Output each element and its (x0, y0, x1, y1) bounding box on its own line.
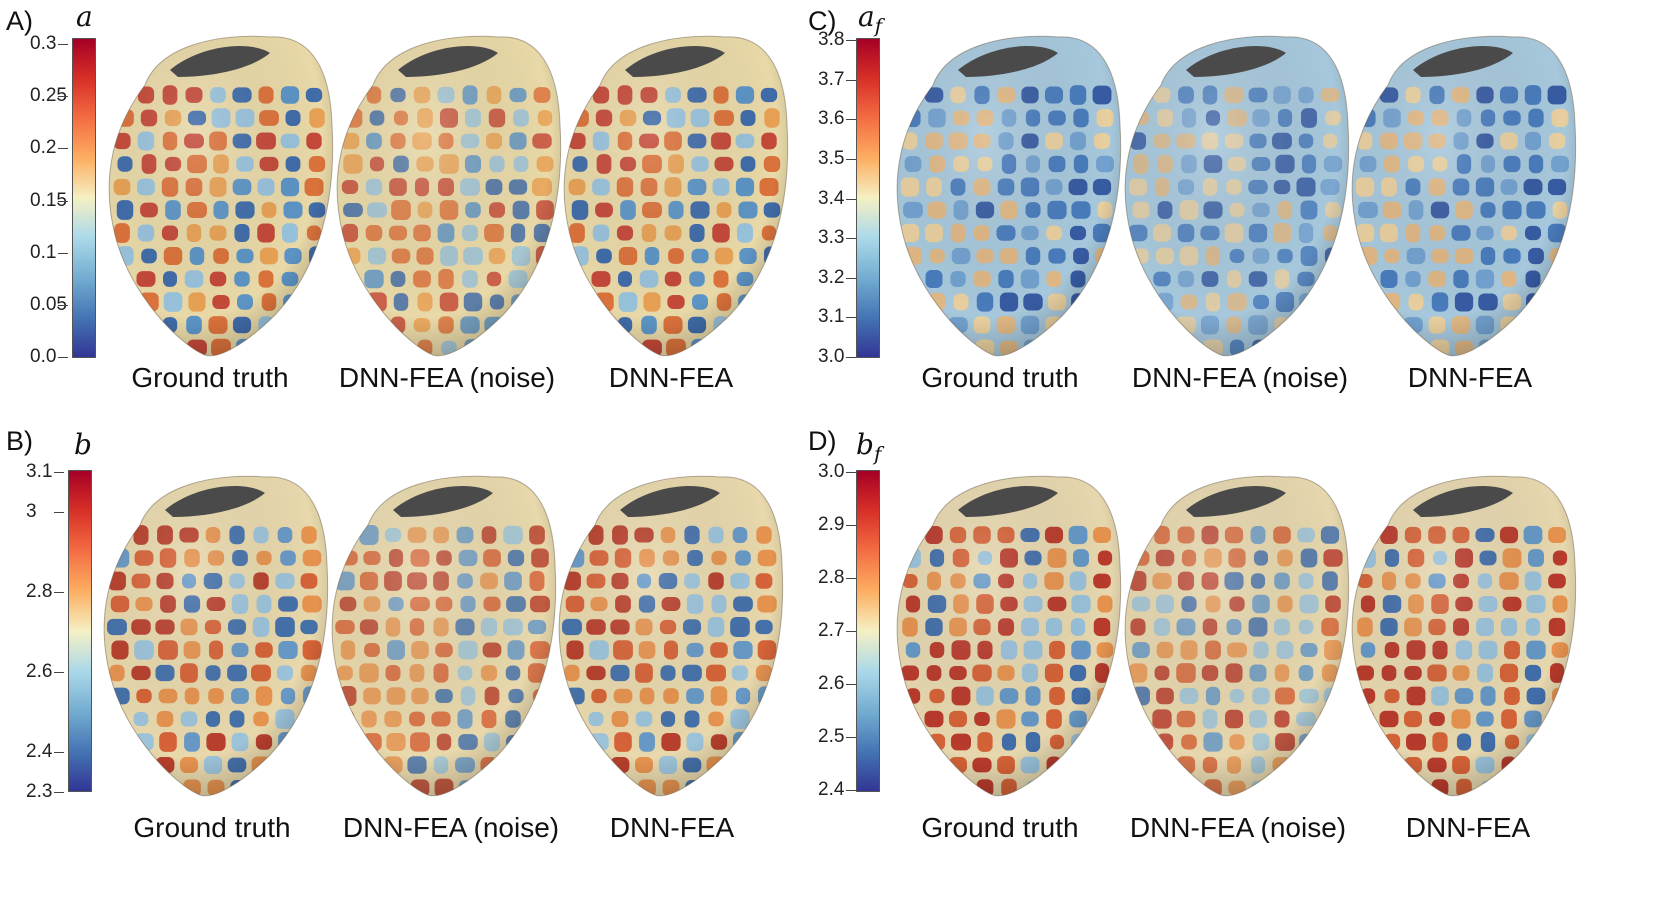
heart-dnn-fea-noise (331, 475, 557, 797)
colorbar-tick-mark (846, 631, 856, 632)
variable-symbol: af (858, 0, 883, 38)
colorbar-tick-label: 2.4 (818, 779, 845, 800)
colorbar (856, 470, 880, 792)
colorbar-tick-label: 3.0 (818, 461, 845, 482)
heart-dnn-fea (563, 35, 789, 357)
variable-symbol: b (74, 428, 92, 461)
colorbar-tick-mark (54, 472, 64, 473)
colorbar-tick-label: 3.1 (26, 461, 53, 482)
colorbar-tick-mark (846, 578, 856, 579)
panel-b: B) b Ground truth DNN-FEA (noise) DNN-FE… (0, 426, 820, 880)
colorbar-tick-label: 0.0 (30, 346, 57, 367)
colorbar-tick-label: 3.7 (818, 68, 845, 90)
colorbar-tick-label: 0.05 (30, 293, 67, 315)
caption-dnn-fea-noise: DNN-FEA (noise) (1129, 812, 1347, 843)
caption-dnn-fea-noise: DNN-FEA (noise) (338, 362, 556, 393)
colorbar-tick-mark (846, 79, 856, 81)
colorbar-tick-label: 0.25 (30, 85, 67, 107)
heart-dnn-fea-noise (1124, 475, 1350, 797)
colorbar-tick-label: 3.6 (818, 108, 845, 130)
colorbar (856, 38, 880, 358)
colorbar-tick-mark (58, 148, 68, 150)
colorbar-tick-mark (846, 238, 856, 240)
heart-ground-truth (103, 475, 329, 797)
colorbar-tick-label: 3.5 (818, 147, 845, 169)
colorbar-tick-label: 3.8 (818, 29, 845, 50)
panel-letter: C) (808, 6, 837, 36)
colorbar-tick-mark (54, 752, 64, 753)
heart-ground-truth (108, 35, 334, 357)
colorbar-tick-label: 0.15 (30, 189, 67, 211)
colorbar-tick-mark (846, 357, 856, 358)
colorbar-tick-label: 2.5 (818, 726, 845, 747)
colorbar-tick-mark (58, 252, 68, 254)
heart-ground-truth (896, 475, 1122, 797)
colorbar-tick-label: 2.7 (818, 620, 845, 641)
colorbar-tick-label: 2.3 (26, 781, 53, 802)
colorbar-tick-mark (846, 277, 856, 279)
colorbar-tick-mark (846, 198, 856, 200)
caption-ground-truth: Ground truth (131, 362, 289, 393)
colorbar-tick-mark (846, 158, 856, 160)
panel-letter: A) (6, 6, 33, 36)
panel-a: A) a Ground truth DNN-FEA (noise) DNN-FE… (0, 0, 820, 440)
variable-symbol: a (76, 0, 93, 33)
variable-symbol: bf (856, 428, 882, 466)
colorbar-tick-mark (54, 792, 64, 793)
colorbar-tick-mark (846, 317, 856, 319)
panel-d: D) bf Ground truth DNN-FEA (noise) DNN-F… (808, 426, 1640, 880)
colorbar-tick-label: 2.4 (26, 741, 53, 762)
colorbar-tick-label: 2.8 (818, 567, 845, 588)
panel-letter: B) (6, 426, 33, 456)
colorbar-tick-mark (54, 592, 64, 593)
heart-dnn-fea (558, 475, 784, 797)
colorbar-tick-label: 3.0 (818, 346, 845, 367)
caption-ground-truth: Ground truth (133, 812, 291, 843)
colorbar-tick-mark (58, 200, 68, 202)
heart-dnn-fea (1351, 475, 1577, 797)
caption-dnn-fea-noise: DNN-FEA (noise) (1131, 362, 1349, 393)
colorbar-tick-mark (54, 512, 64, 513)
colorbar-tick-mark (58, 44, 68, 45)
colorbar-tick-label: 0.2 (30, 137, 57, 159)
colorbar-tick-label: 3.2 (818, 266, 845, 288)
heart-ground-truth (896, 35, 1122, 357)
caption-dnn-fea-noise: DNN-FEA (noise) (342, 812, 560, 843)
heart-dnn-fea-noise (1124, 35, 1350, 357)
panel-c: C) af Ground truth DNN-FEA (noise) DNN-F… (808, 0, 1640, 440)
colorbar-tick-mark (58, 96, 68, 98)
caption-dnn-fea: DNN-FEA (1407, 362, 1533, 393)
caption-dnn-fea: DNN-FEA (608, 362, 734, 393)
colorbar-tick-label: 2.9 (818, 514, 845, 535)
colorbar-tick-label: 0.1 (30, 241, 57, 263)
heart-dnn-fea (1351, 35, 1577, 357)
colorbar-tick-mark (846, 737, 856, 738)
colorbar-tick-label: 3.4 (818, 187, 845, 209)
colorbar (72, 38, 96, 358)
colorbar-tick-label: 3 (26, 501, 37, 522)
colorbar (68, 470, 92, 792)
panel-letter: D) (808, 426, 837, 456)
colorbar-tick-mark (846, 525, 856, 526)
colorbar-tick-mark (846, 790, 856, 791)
colorbar-tick-mark (846, 40, 856, 41)
colorbar-tick-label: 0.3 (30, 33, 57, 54)
colorbar-tick-mark (846, 472, 856, 473)
colorbar-tick-mark (846, 119, 856, 121)
colorbar-tick-mark (58, 304, 68, 306)
caption-ground-truth: Ground truth (921, 812, 1079, 843)
colorbar-tick-mark (54, 672, 64, 673)
colorbar-tick-label: 2.6 (26, 661, 53, 682)
caption-ground-truth: Ground truth (921, 362, 1079, 393)
colorbar-tick-mark (58, 357, 68, 358)
colorbar-tick-label: 2.6 (818, 673, 845, 694)
heart-dnn-fea-noise (336, 35, 562, 357)
caption-dnn-fea: DNN-FEA (609, 812, 735, 843)
caption-dnn-fea: DNN-FEA (1405, 812, 1531, 843)
colorbar-tick-mark (846, 684, 856, 685)
colorbar-tick-label: 2.8 (26, 581, 53, 602)
colorbar-tick-label: 3.3 (818, 227, 845, 249)
colorbar-tick-label: 3.1 (818, 306, 845, 328)
